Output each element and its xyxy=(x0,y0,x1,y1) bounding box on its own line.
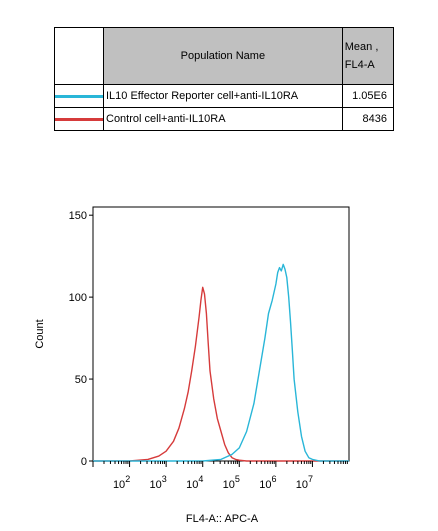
x-tick-label-base: 10 xyxy=(150,479,162,491)
legend-header-name: Population Name xyxy=(103,27,343,85)
y-tick-label: 150 xyxy=(69,210,87,222)
series-layer xyxy=(93,263,349,462)
x-tick-label: 107 xyxy=(296,474,313,491)
legend-header-mean-line2: FL4-A xyxy=(344,59,375,71)
x-tick-label: 103 xyxy=(150,474,167,491)
x-tick-label: 104 xyxy=(186,474,203,491)
y-tick-label: 100 xyxy=(69,292,87,304)
legend-header-mean: Mean , FL4-A xyxy=(341,27,395,85)
x-tick-label-exponent: 7 xyxy=(308,474,313,484)
legend-swatch-reporter xyxy=(55,95,103,98)
plot-frame xyxy=(92,206,350,462)
x-axis-title: FL4-A:: APC-A xyxy=(186,513,259,525)
x-tick-label-base: 10 xyxy=(186,479,198,491)
x-tick-label-exponent: 6 xyxy=(271,474,276,484)
x-tick-label-exponent: 5 xyxy=(235,474,240,484)
series-line-0 xyxy=(93,286,349,462)
x-tick-label: 106 xyxy=(259,474,276,491)
x-tick-label-base: 10 xyxy=(296,479,308,491)
x-tick-label-exponent: 3 xyxy=(162,474,167,484)
y-tick-label: 50 xyxy=(75,374,87,386)
x-tick-label-exponent: 4 xyxy=(198,474,203,484)
x-tick-label-exponent: 2 xyxy=(125,474,130,484)
legend-swatch-control xyxy=(55,118,103,121)
legend-table: Population Name Mean , FL4-A IL10 Effect… xyxy=(54,27,395,131)
series-line-1 xyxy=(93,263,349,462)
x-tick-label: 102 xyxy=(113,474,130,491)
x-tick-label-base: 10 xyxy=(223,479,235,491)
legend-swatch-cell xyxy=(54,107,104,131)
x-tick-label: 105 xyxy=(223,474,240,491)
legend-row-mean: 1.05E6 xyxy=(341,84,395,108)
legend-row: Control cell+anti-IL10RA 8436 xyxy=(54,107,395,131)
y-axis-title: Count xyxy=(34,319,46,348)
legend-header-mean-line1: Mean , xyxy=(344,41,379,53)
legend-row: IL10 Effector Reporter cell+anti-IL10RA … xyxy=(54,84,395,108)
x-tick-label-base: 10 xyxy=(113,479,125,491)
legend-row-name: Control cell+anti-IL10RA xyxy=(103,107,343,131)
legend-header-blank xyxy=(54,27,104,85)
x-tick-label-base: 10 xyxy=(259,479,271,491)
legend-row-mean: 8436 xyxy=(341,107,395,131)
y-tick-label: 0 xyxy=(81,456,87,468)
